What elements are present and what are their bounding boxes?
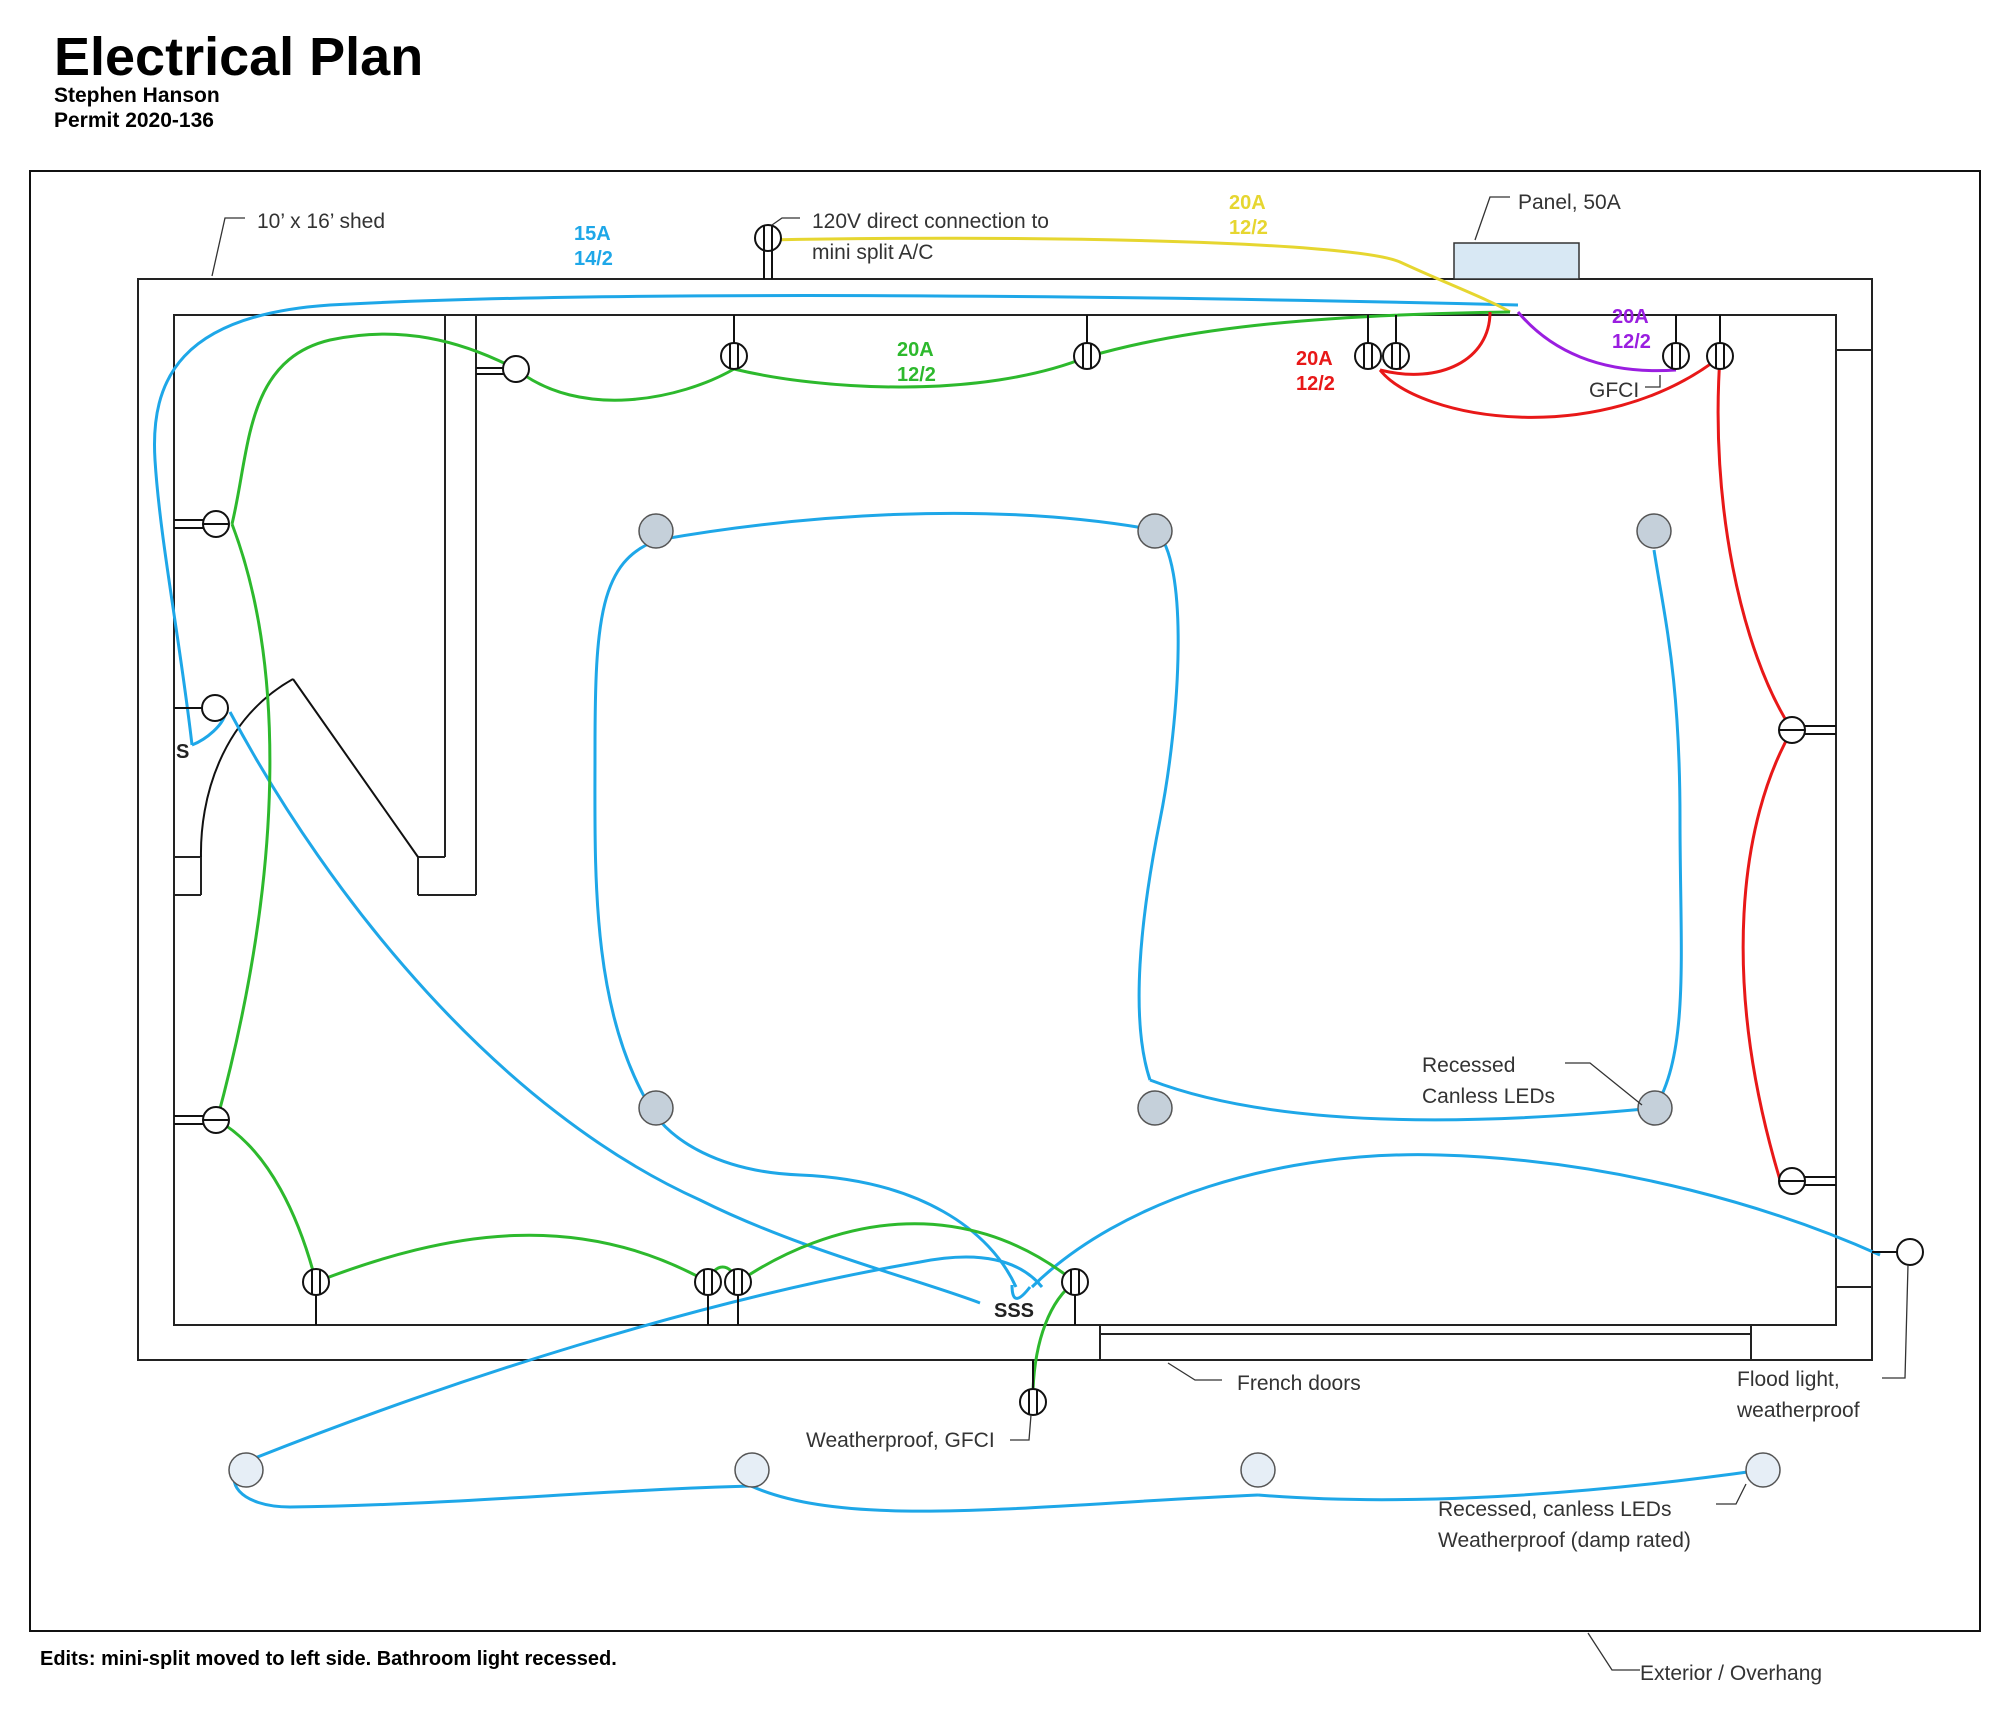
exterior-boundary — [29, 170, 1981, 1632]
french-doors-label: French doors — [1237, 1372, 1361, 1395]
mini-split-connection — [754, 224, 782, 252]
overhang-label: Exterior / Overhang — [1640, 1662, 1822, 1685]
receptacle-outlet — [1706, 342, 1734, 370]
gfci-label: GFCI — [1589, 379, 1639, 402]
panel-label: Panel, 50A — [1518, 191, 1621, 214]
purple-circuit-amps: 20A — [1612, 306, 1649, 328]
green-circuit-amps: 20A — [897, 339, 934, 361]
red-circuit-wire-gauge: 12/2 — [1296, 373, 1335, 395]
red-circuit-amps: 20A — [1296, 348, 1333, 370]
recessed-light — [638, 1090, 674, 1126]
bathroom-door-swing — [199, 678, 419, 858]
flood-label-2: weatherproof — [1736, 1399, 1860, 1422]
flood-light — [1872, 1238, 1924, 1266]
receptacle-outlet — [1382, 342, 1410, 370]
receptacle-outlet — [1061, 1268, 1089, 1296]
recessed-label-1: Recessed — [1422, 1054, 1515, 1077]
exterior-recessed-light — [228, 1452, 264, 1488]
shed-walls — [137, 278, 1873, 1361]
yellow-circuit-wire-gauge: 12/2 — [1229, 217, 1268, 239]
ext-recessed-label-1: Recessed, canless LEDs — [1438, 1498, 1671, 1521]
yellow-circuit-wire — [767, 236, 1511, 314]
shed-label: 10’ x 16’ shed — [257, 210, 385, 233]
yellow-circuit-amps: 20A — [1229, 192, 1266, 214]
receptacle-gfci — [1662, 342, 1690, 370]
receptacle-outlet — [502, 355, 530, 383]
electrical-panel — [1453, 242, 1580, 280]
recessed-light — [1637, 1090, 1673, 1126]
receptacles — [174, 224, 1836, 1416]
triple-switch: SSS — [994, 1300, 1034, 1322]
exterior-recessed-lights — [228, 1452, 1781, 1488]
receptacle-outlet — [1073, 342, 1101, 370]
recessed-label-2: Canless LEDs — [1422, 1085, 1555, 1108]
mini-split-label-1: 120V direct connection to — [812, 210, 1049, 233]
flood-label-1: Flood light, — [1737, 1368, 1840, 1391]
blue-circuit-wires — [153, 294, 1881, 1513]
green-circuit-wires — [215, 310, 1511, 1391]
exterior-recessed-light — [1240, 1452, 1276, 1488]
receptacle-weatherproof-gfci — [1019, 1388, 1047, 1416]
blue-circuit-wire-gauge: 14/2 — [574, 248, 613, 270]
ext-recessed-label-2: Weatherproof (damp rated) — [1438, 1529, 1691, 1552]
receptacle-outlet — [1354, 342, 1382, 370]
receptacle-outlet — [694, 1268, 722, 1296]
purple-circuit-wire-gauge: 12/2 — [1612, 331, 1651, 353]
exterior-recessed-light — [1745, 1452, 1781, 1488]
leader-lines — [211, 196, 1909, 1671]
exterior-recessed-light — [734, 1452, 770, 1488]
mini-split-label-2: mini split A/C — [812, 241, 933, 264]
owner-name: Stephen Hanson — [54, 84, 220, 107]
page-title: Electrical Plan — [54, 27, 424, 87]
purple-circuit-wire — [1516, 311, 1677, 373]
receptacle-outlet — [724, 1268, 752, 1296]
receptacle-outlet — [302, 1268, 330, 1296]
receptacle-outlet — [720, 342, 748, 370]
recessed-light — [1137, 1090, 1173, 1126]
recessed-light — [1636, 513, 1672, 549]
permit-number: Permit 2020-136 — [54, 109, 214, 132]
recessed-light — [1137, 513, 1173, 549]
interior-recessed-lights — [638, 513, 1673, 1126]
recessed-light — [638, 513, 674, 549]
bathroom-light — [174, 694, 229, 722]
bathroom-switch: S — [176, 741, 189, 763]
blue-circuit-amps: 15A — [574, 223, 611, 245]
edits-note: Edits: mini-split moved to left side. Ba… — [40, 1648, 617, 1670]
weatherproof-gfci-label: Weatherproof, GFCI — [806, 1429, 995, 1452]
red-circuit-wires — [1378, 311, 1794, 1181]
green-circuit-wire-gauge: 12/2 — [897, 364, 936, 386]
